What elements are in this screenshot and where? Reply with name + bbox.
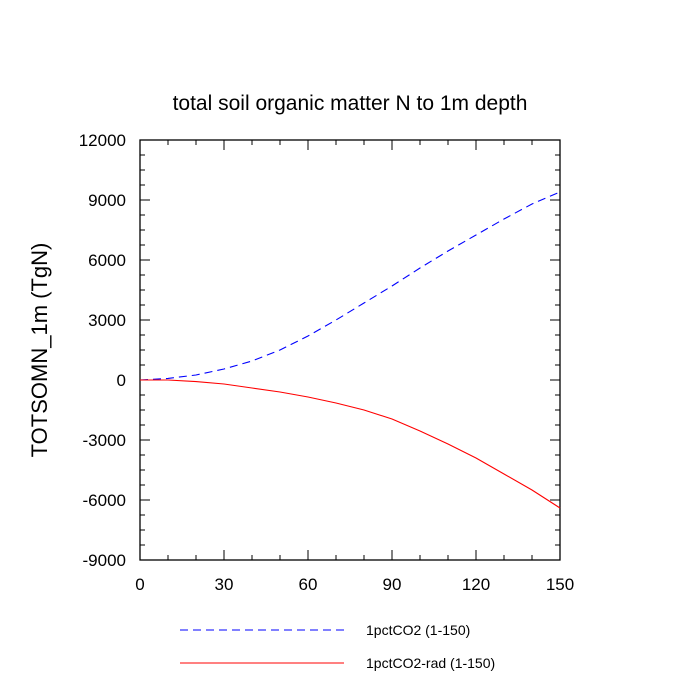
legend-label-1: 1pctCO2 (1-150): [366, 622, 470, 638]
y-tick-label: -3000: [83, 431, 126, 450]
legend: 1pctCO2 (1-150) 1pctCO2-rad (1-150): [180, 622, 495, 671]
y-tick-label: 3000: [88, 311, 126, 330]
y-tick-label: 0: [117, 371, 126, 390]
y-tick-label: 12000: [79, 131, 126, 150]
x-tick-label: 0: [135, 575, 144, 594]
legend-label-2: 1pctCO2-rad (1-150): [366, 655, 495, 671]
axes: 0 30 60 90 120 150 -9000 -6000 -3000 0 3000 6000 900…: [79, 131, 574, 594]
x-tick-label: 30: [215, 575, 234, 594]
y-tick-label: 6000: [88, 251, 126, 270]
y-tick-label: -6000: [83, 491, 126, 510]
y-tick-label: 9000: [88, 191, 126, 210]
x-tick-label: 60: [299, 575, 318, 594]
x-tick-label: 90: [383, 575, 402, 594]
y-tick-label: -9000: [83, 551, 126, 570]
series-line-1: [139, 191, 561, 381]
plot-frame: [139, 139, 561, 561]
x-tick-label: 120: [462, 575, 490, 594]
series-layer: [139, 191, 561, 509]
y-axis-label: TOTSOMN_1m (TgN): [27, 243, 52, 458]
series-line-2: [140, 379, 561, 509]
x-tick-label: 150: [546, 575, 574, 594]
chart-title: total soil organic matter N to 1m depth: [173, 92, 528, 115]
